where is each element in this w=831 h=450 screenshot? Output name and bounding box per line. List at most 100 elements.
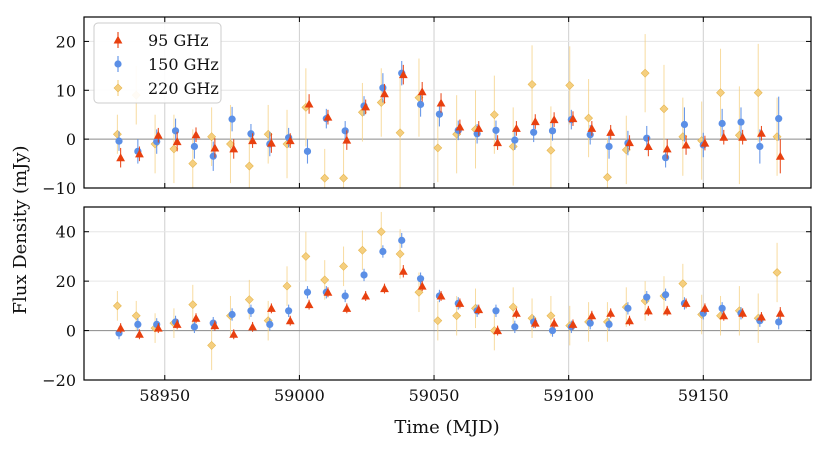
y-tick-label: 0	[66, 130, 76, 149]
point-95-ghz	[474, 123, 484, 132]
point-220-ghz	[188, 300, 198, 310]
point-220-ghz	[339, 173, 348, 183]
point-95-ghz	[323, 287, 333, 296]
point-95-ghz	[700, 138, 710, 147]
point-220-ghz	[640, 68, 650, 78]
point-150-ghz	[134, 320, 142, 328]
point-220-ghz	[546, 145, 556, 155]
point-150-ghz	[285, 307, 293, 315]
point-95-ghz	[285, 316, 295, 325]
point-95-ghz	[606, 127, 616, 136]
point-220-ghz	[320, 173, 330, 183]
point-150-ghz	[680, 120, 689, 129]
point-150-ghz	[416, 275, 425, 283]
point-95-ghz	[700, 303, 710, 312]
point-95-ghz	[436, 291, 446, 300]
point-95-ghz	[625, 138, 634, 147]
legend-label-220-ghz: 220 GHz	[148, 79, 219, 98]
point-95-ghz	[587, 123, 597, 132]
point-95-ghz	[549, 318, 559, 327]
point-220-ghz	[339, 261, 348, 271]
point-95-ghz	[606, 308, 616, 317]
point-95-ghz	[530, 117, 540, 126]
point-220-ghz	[131, 311, 141, 321]
legend-box	[93, 22, 222, 104]
point-220-ghz	[433, 316, 443, 326]
point-95-ghz	[153, 130, 163, 139]
point-95-ghz	[248, 136, 257, 145]
point-95-ghz	[775, 151, 785, 160]
point-95-ghz	[681, 298, 691, 307]
point-220-ghz	[716, 88, 725, 98]
point-95-ghz	[380, 284, 389, 293]
point-220-ghz	[207, 132, 217, 142]
legend-marker-95-ghz	[113, 35, 123, 44]
point-95-ghz	[172, 137, 182, 146]
legend-label-95-ghz: 95 GHz	[148, 31, 209, 50]
point-95-ghz	[738, 308, 748, 317]
y-tick-label: 20	[56, 272, 76, 291]
y-tick-label: 20	[56, 32, 76, 51]
y-tick-label: −10	[42, 179, 76, 198]
x-axis-label: Time (MJD)	[394, 417, 499, 438]
point-220-ghz	[395, 128, 405, 138]
point-150-ghz	[492, 126, 500, 134]
point-150-ghz	[624, 304, 632, 312]
bottom-panel: 58950 59000 59050 59100 59150 −20 0 20 40	[42, 206, 812, 405]
point-95-ghz	[512, 123, 521, 132]
point-95-ghz	[248, 322, 257, 331]
point-220-ghz	[772, 268, 782, 277]
point-95-ghz	[719, 132, 729, 141]
point-150-ghz	[492, 307, 500, 315]
point-95-ghz	[417, 281, 427, 290]
point-95-ghz	[719, 311, 729, 320]
point-95-ghz	[738, 132, 748, 141]
point-220-ghz	[376, 227, 386, 237]
point-95-ghz	[304, 99, 314, 108]
point-95-ghz	[361, 102, 371, 111]
point-220-ghz	[659, 104, 669, 114]
point-220-ghz	[565, 80, 575, 90]
point-95-ghz	[417, 87, 427, 96]
point-220-ghz	[282, 281, 292, 291]
point-150-ghz	[379, 84, 387, 92]
point-150-ghz	[775, 115, 783, 123]
point-220-ghz	[188, 159, 198, 168]
point-220-ghz	[508, 302, 518, 312]
point-95-ghz	[210, 321, 220, 330]
point-220-ghz	[301, 252, 311, 261]
point-95-ghz	[116, 323, 126, 332]
point-150-ghz	[228, 115, 236, 123]
point-95-ghz	[549, 115, 559, 124]
point-95-ghz	[568, 114, 578, 123]
point-95-ghz	[398, 266, 408, 275]
point-95-ghz	[493, 138, 502, 147]
point-150-ghz	[662, 154, 670, 162]
point-150-ghz	[398, 236, 406, 244]
point-95-ghz	[172, 319, 182, 328]
point-150-ghz	[190, 142, 198, 151]
point-150-ghz	[737, 118, 745, 126]
point-150-ghz	[379, 247, 387, 256]
point-95-ghz	[304, 300, 314, 309]
point-95-ghz	[625, 316, 634, 325]
point-150-ghz	[115, 137, 123, 145]
point-220-ghz	[678, 279, 688, 289]
point-95-ghz	[643, 142, 653, 150]
point-150-ghz	[209, 152, 217, 160]
legend: 95 GHz 150 GHz 220 GHz	[93, 22, 222, 104]
point-95-ghz	[775, 308, 785, 317]
point-95-ghz	[587, 311, 597, 320]
point-220-ghz	[753, 88, 763, 98]
point-95-ghz	[530, 318, 540, 327]
point-150-ghz	[605, 320, 613, 328]
point-150-ghz	[511, 136, 519, 144]
point-220-ghz	[603, 172, 612, 182]
point-220-ghz	[433, 143, 443, 153]
point-95-ghz	[436, 98, 446, 107]
point-150-ghz	[718, 304, 726, 312]
x-tick-label: 59050	[409, 386, 460, 405]
point-95-ghz	[116, 153, 126, 162]
point-95-ghz	[568, 319, 578, 328]
legend-label-150-ghz: 150 GHz	[148, 55, 219, 74]
